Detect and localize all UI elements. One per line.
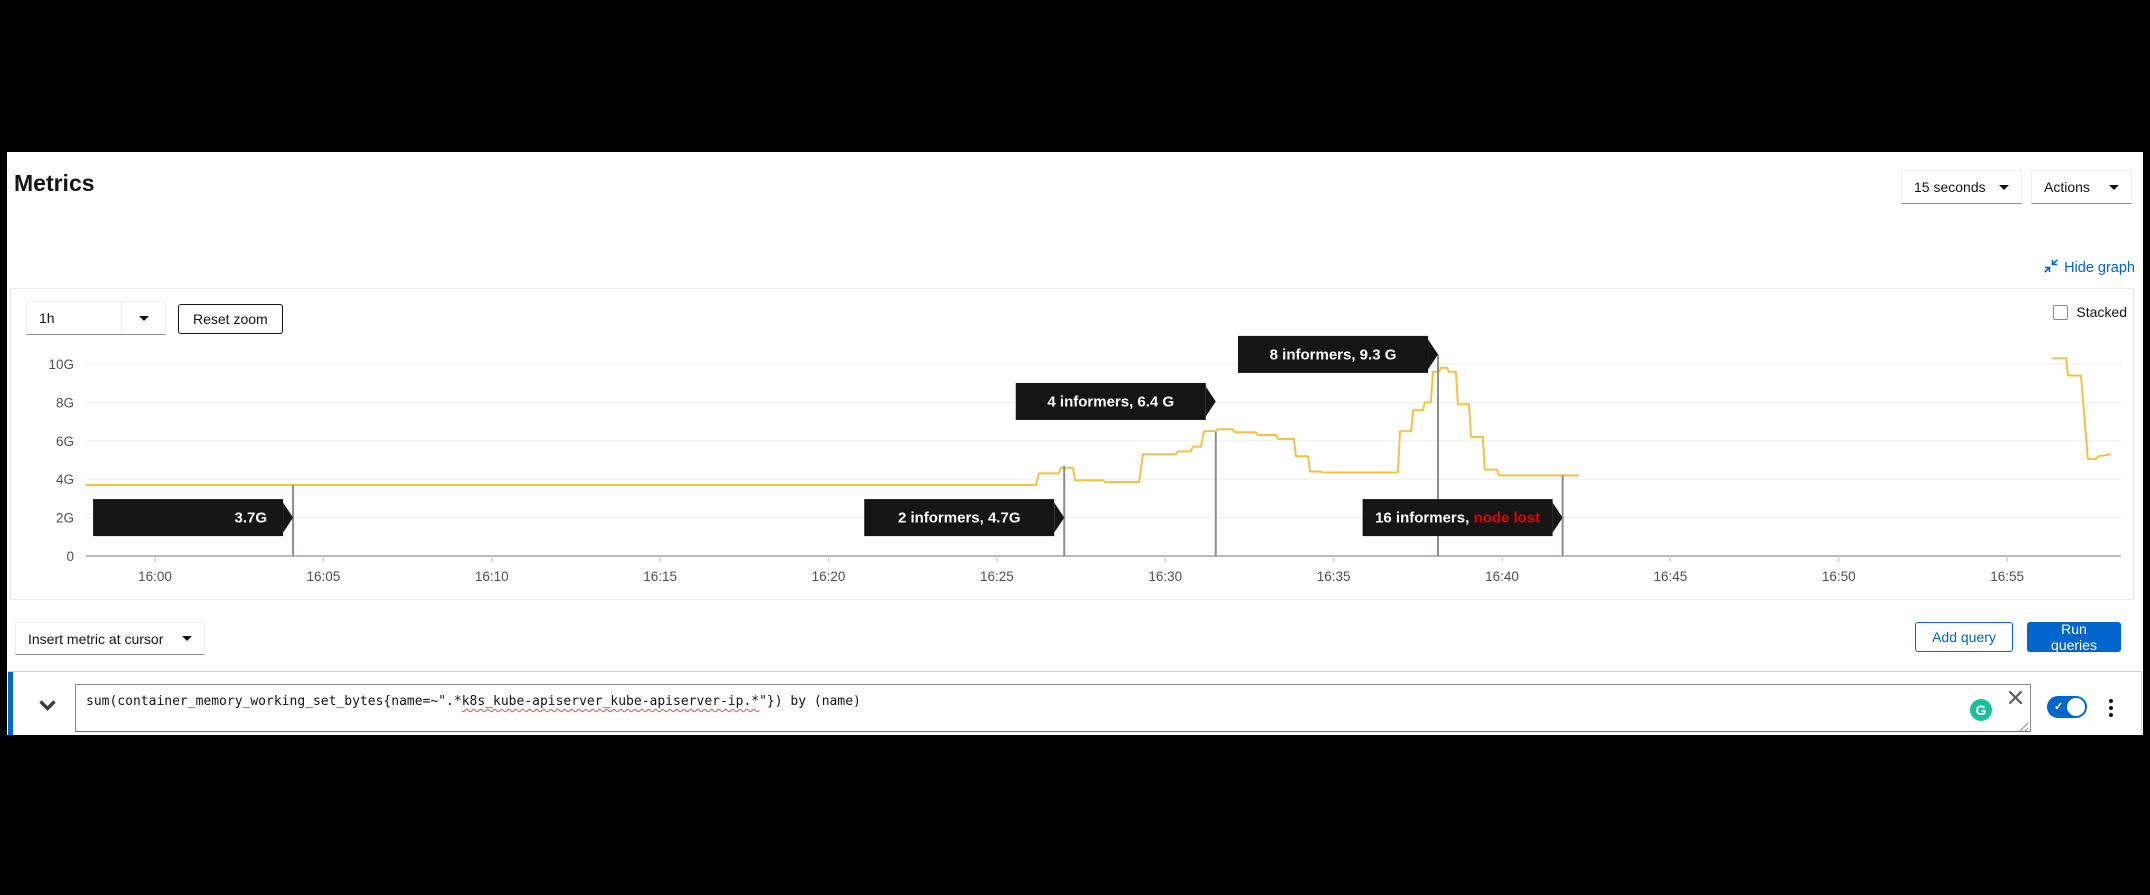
chart-series-line (2051, 357, 2111, 460)
y-tick-label: 8G (56, 395, 74, 410)
refresh-interval-value: 15 seconds (1914, 179, 1986, 195)
annotation-flag (93, 499, 284, 537)
chevron-down-icon (1999, 184, 2009, 190)
refresh-interval-select[interactable]: 15 seconds (1901, 170, 2022, 204)
toggle-knob (2067, 698, 2085, 716)
annotation-flag-arrow (283, 502, 294, 533)
annotation-flag-label: 4 informers, 6.4 G (1047, 393, 1174, 410)
annotation-flag (1238, 335, 1429, 373)
x-tick-label: 16:40 (1485, 569, 1519, 584)
annotation-flag (864, 499, 1055, 537)
annotation-flag-arrow (1205, 386, 1216, 417)
textarea-resize-handle[interactable] (2018, 720, 2029, 735)
duration-caret (121, 302, 165, 334)
query-text: sum(container_memory_working_set_bytes{n… (86, 694, 462, 709)
annotation-flag-arrow (1428, 339, 1439, 370)
chevron-down-icon (2109, 184, 2119, 190)
y-tick-label: 10G (48, 357, 74, 372)
actions-label: Actions (2044, 179, 2090, 195)
stacked-label: Stacked (2076, 304, 2127, 320)
y-tick-label: 0 (66, 549, 74, 564)
query-row-accent (8, 672, 13, 735)
x-tick-label: 16:55 (1990, 569, 2024, 584)
stacked-checkbox[interactable] (2053, 304, 2069, 320)
x-tick-label: 16:45 (1653, 569, 1687, 584)
check-icon: ✓ (2054, 701, 2064, 713)
hide-graph-label: Hide graph (2064, 260, 2135, 276)
annotation-flag (1362, 499, 1553, 537)
x-tick-label: 16:05 (306, 569, 340, 584)
annotation-flag-arrow (1054, 502, 1065, 533)
clear-query-icon[interactable] (2008, 690, 2023, 710)
annotation-flag-label: 3.7G (235, 510, 268, 527)
annotation-flag (1015, 382, 1206, 420)
duration-value: 1h (39, 310, 55, 326)
actions-dropdown[interactable]: Actions (2031, 170, 2132, 204)
run-queries-button[interactable]: Run queries (2027, 621, 2121, 653)
chevron-down-icon (182, 636, 192, 641)
insert-metric-dropdown[interactable]: Insert metric at cursor (15, 622, 205, 655)
x-tick-label: 16:35 (1317, 569, 1351, 584)
annotation-flag-label: 2 informers, 4.7G (898, 510, 1021, 527)
x-tick-label: 16:30 (1148, 569, 1182, 584)
page-title: Metrics (14, 170, 95, 196)
annotation-flag-label: 16 informers, node lost (1375, 510, 1540, 527)
stacked-control: Stacked (2053, 304, 2127, 320)
hide-graph-link[interactable]: Hide graph (2044, 259, 2135, 277)
query-text-spellcheck: k8s_kube-apiserver_kube-apiserver-ip.* (461, 694, 760, 709)
query-text: "}) by (name) (759, 694, 861, 709)
add-query-button[interactable]: Add query (1915, 622, 2013, 652)
y-tick-label: 6G (56, 434, 74, 449)
metrics-page: Metrics 15 seconds Actions Hide graph 0 2… (7, 152, 2143, 735)
promql-query-input[interactable]: sum(container_memory_working_set_bytes{n… (75, 684, 2031, 732)
query-enabled-toggle[interactable]: ✓ (2047, 696, 2087, 718)
x-tick-label: 16:20 (812, 569, 846, 584)
x-tick-label: 16:10 (475, 569, 509, 584)
compress-icon (2044, 259, 2058, 277)
reset-zoom-button[interactable]: Reset zoom (178, 304, 283, 334)
annotation-flag-label: 8 informers, 9.3 G (1270, 346, 1397, 363)
y-tick-label: 4G (56, 472, 74, 487)
insert-metric-label: Insert metric at cursor (28, 630, 164, 647)
x-tick-label: 16:50 (1822, 569, 1856, 584)
x-tick-label: 16:15 (643, 569, 677, 584)
kebab-menu-icon[interactable] (2104, 699, 2118, 717)
x-tick-label: 16:25 (980, 569, 1014, 584)
annotation-flag-arrow (1552, 502, 1563, 533)
collapse-query-chevron-icon[interactable] (38, 699, 57, 717)
chart-series-line (86, 366, 1580, 486)
grammarly-icon[interactable]: G (1970, 699, 1992, 721)
duration-select[interactable]: 1h (26, 301, 166, 335)
x-tick-label: 16:00 (138, 569, 172, 584)
graph-card: 0 2G 4G 6G 8G 10G 16:00 16:05 16:10 16:15 16:20 16:… (10, 288, 2134, 600)
y-tick-label: 2G (56, 511, 74, 526)
query-row: sum(container_memory_working_set_bytes{n… (8, 671, 2142, 735)
metrics-chart: 0 2G 4G 6G 8G 10G 16:00 16:05 16:10 16:15 16:20 16:… (48, 335, 2121, 584)
